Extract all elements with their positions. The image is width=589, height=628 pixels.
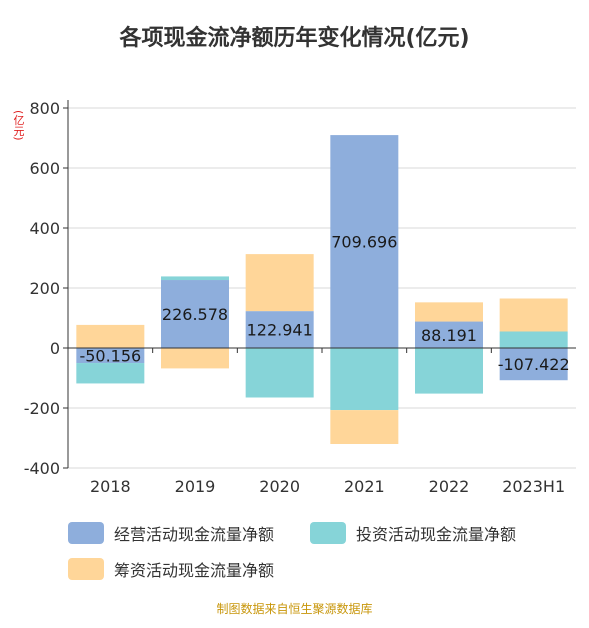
legend-label-investing: 投资活动现金流量净额 [356,525,517,544]
y-tick-label: 600 [29,159,60,178]
bar-segment [76,348,145,364]
bar-segment [330,410,399,444]
legend-label-financing: 筹资活动现金流量净额 [114,561,275,580]
x-tick-label: 2022 [429,477,470,496]
bar-segment [330,348,399,411]
data-source-note: 制图数据来自恒生聚源数据库 [216,602,373,616]
y-tick-label: -200 [24,399,60,418]
axes: -400 -200 0 200 400 600 800 2018 2019 2020 2021 202… [24,99,576,496]
bar-segment [245,254,314,312]
x-tick-label: 2019 [175,477,216,496]
y-tick-label: 0 [50,339,60,358]
legend-item-operating[interactable]: 经营活动现金流量净额 [68,520,274,546]
x-tick-label: 2021 [344,477,385,496]
data-label: 709.696 [331,233,397,252]
data-label: 122.941 [247,321,313,340]
x-tick-label: 2020 [259,477,300,496]
bar-segment [76,363,145,384]
y-tick-label: 200 [29,279,60,298]
legend-swatch-operating [68,522,104,544]
bar-segment [499,298,568,332]
y-tick-label: 400 [29,219,60,238]
bar-segment [499,331,568,348]
bar-segment [245,348,314,398]
chart-title: 各项现金流净额历年变化情况(亿元) [119,26,470,51]
bar-chart: -400 -200 0 200 400 600 800 2018 2019 2020 2021 202… [24,99,576,496]
data-labels: -50.156 226.578 122.941 709.696 88.191 -107.4… [79,233,569,375]
legend-swatch-investing [310,522,346,544]
bar-segment [161,280,229,348]
y-tick-label: 800 [29,99,60,118]
y-tick-label: -400 [24,459,60,478]
bar-segment [76,324,145,348]
legend-item-financing[interactable]: 筹资活动现金流量净额 [68,556,274,582]
bars [76,135,568,444]
data-label: 226.578 [162,305,228,324]
bar-segment [245,311,314,348]
legend-swatch-financing [68,558,104,580]
bar-segment [415,348,483,394]
bar-segment [161,276,229,281]
bar-segment [499,348,568,381]
legend-label-operating: 经营活动现金流量净额 [114,525,275,544]
bar-segment [330,135,399,348]
bar-segment [415,302,483,322]
grid-lines [68,107,576,469]
bar-segment [415,321,483,348]
x-tick-label: 2023H1 [502,477,565,496]
data-label: 88.191 [421,326,477,345]
bar-segment [161,348,229,369]
x-tick-label: 2018 [90,477,131,496]
legend-item-investing[interactable]: 投资活动现金流量净额 [310,520,516,546]
data-label: -107.422 [498,355,570,374]
data-label: -50.156 [79,347,141,366]
y-axis-unit: (亿元) [12,110,25,141]
